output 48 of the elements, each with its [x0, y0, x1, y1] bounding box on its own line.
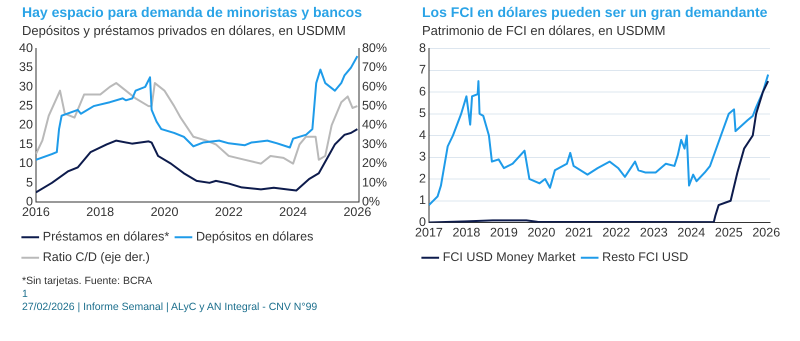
- legend-label: Ratio C/D (eje der.): [42, 250, 150, 264]
- y-tick-label: 7: [419, 62, 426, 77]
- y-tick-label: 40: [19, 40, 33, 55]
- x-tick-label: 2022: [602, 225, 630, 240]
- y-tick-label: 8: [419, 40, 426, 55]
- y-tick-label: 6: [419, 84, 426, 98]
- chart-subtitle: Patrimonio de FCI en dólares, en USDMM: [422, 23, 666, 38]
- x-tick-label: 2020: [527, 225, 556, 240]
- text: *Sin tarjetas. Fuente: BCRA: [22, 275, 154, 287]
- y-tick-label: 3: [419, 150, 426, 164]
- x-tick-label: 2025: [714, 225, 743, 240]
- y-tick-label: 1: [419, 193, 426, 208]
- y2-tick-label: 20%: [362, 156, 388, 170]
- y2-tick-label: 70%: [362, 60, 388, 74]
- chart-subtitle: Depósitos y préstamos privados en dólares, en USDMM: [22, 23, 347, 38]
- legend-label: Depósitos en dólares: [196, 230, 314, 244]
- x-tick-label: 2024: [677, 225, 706, 240]
- y-tick-label: 20: [19, 118, 33, 132]
- x-tick-label: 2024: [279, 204, 308, 219]
- y-tick-label: 35: [19, 60, 33, 74]
- y-tick-label: 15: [19, 136, 33, 151]
- y-tick-label: 5: [419, 106, 426, 120]
- x-tick-label: 2018: [452, 225, 480, 240]
- x-tick-label: 2019: [490, 225, 518, 240]
- x-tick-label: 2026: [752, 225, 780, 240]
- y2-tick-label: 50%: [362, 98, 388, 113]
- x-tick-label: 2018: [86, 204, 114, 219]
- chart-title: Hay espacio para demanda de minoristas y bancos: [22, 4, 364, 20]
- legend-label: FCI USD Money Market: [442, 250, 576, 264]
- y-tick-label: 4: [419, 128, 426, 142]
- x-tick-label: 2021: [564, 225, 593, 240]
- text: 27/02/2026 | Informe Semanal | ALyC y AN Integral - CNV N°99: [22, 301, 318, 313]
- x-tick-label: 2020: [150, 204, 178, 219]
- x-tick-label: 2022: [214, 204, 243, 219]
- y2-tick-label: 80%: [362, 40, 388, 55]
- y-tick-label: 5: [26, 175, 33, 190]
- y-tick-label: 25: [19, 98, 33, 113]
- legend-label: Préstamos en dólares*: [42, 230, 170, 244]
- x-tick-label: 2023: [640, 225, 668, 240]
- y-tick-label: 2: [419, 171, 426, 186]
- legend-label: Resto FCI USD: [602, 250, 688, 264]
- y-tick-label: 10: [19, 156, 33, 170]
- y-tick-label: 30: [19, 79, 33, 94]
- y2-tick-label: 40%: [362, 118, 388, 132]
- y2-tick-label: 30%: [362, 136, 388, 151]
- y2-tick-label: 60%: [362, 79, 388, 94]
- y2-tick-label: 10%: [362, 175, 388, 190]
- chart-title: Los FCI en dólares pueden ser un gran demandante: [422, 4, 768, 20]
